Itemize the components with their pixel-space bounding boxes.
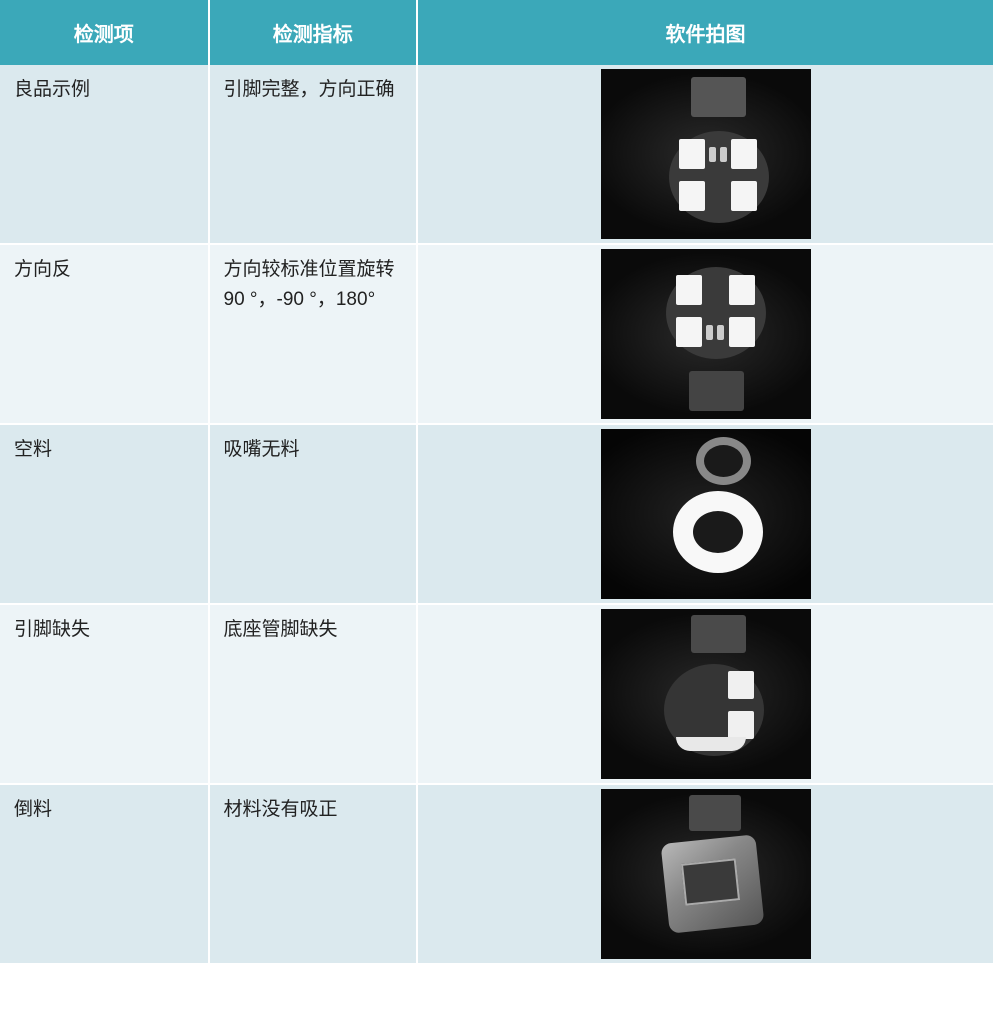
cell-item: 倒料 <box>0 784 209 964</box>
table-row: 倒料 材料没有吸正 <box>0 784 993 964</box>
inspection-image-missing-pins <box>601 609 811 779</box>
cell-item: 方向反 <box>0 244 209 424</box>
inspection-image-reversed <box>601 249 811 419</box>
table-row: 方向反 方向较标准位置旋转 90 °，-90 °，180° <box>0 244 993 424</box>
cell-item: 良品示例 <box>0 65 209 244</box>
cell-criteria: 底座管脚缺失 <box>209 604 418 784</box>
header-criteria: 检测指标 <box>209 0 418 65</box>
inspection-image-good <box>601 69 811 239</box>
cell-criteria: 材料没有吸正 <box>209 784 418 964</box>
header-image: 软件拍图 <box>417 0 993 65</box>
table-header-row: 检测项 检测指标 软件拍图 <box>0 0 993 65</box>
cell-image <box>417 604 993 784</box>
table-row: 引脚缺失 底座管脚缺失 <box>0 604 993 784</box>
cell-image <box>417 424 993 604</box>
inspection-image-tilted <box>601 789 811 959</box>
cell-criteria: 方向较标准位置旋转 90 °，-90 °，180° <box>209 244 418 424</box>
table-row: 空料 吸嘴无料 <box>0 424 993 604</box>
table-row: 良品示例 引脚完整，方向正确 <box>0 65 993 244</box>
header-item: 检测项 <box>0 0 209 65</box>
inspection-table: 检测项 检测指标 软件拍图 良品示例 引脚完整，方向正确 方向反 方向较标准位置… <box>0 0 993 965</box>
inspection-image-empty <box>601 429 811 599</box>
cell-image <box>417 784 993 964</box>
cell-image <box>417 65 993 244</box>
cell-criteria: 引脚完整，方向正确 <box>209 65 418 244</box>
cell-image <box>417 244 993 424</box>
cell-item: 空料 <box>0 424 209 604</box>
cell-item: 引脚缺失 <box>0 604 209 784</box>
cell-criteria: 吸嘴无料 <box>209 424 418 604</box>
